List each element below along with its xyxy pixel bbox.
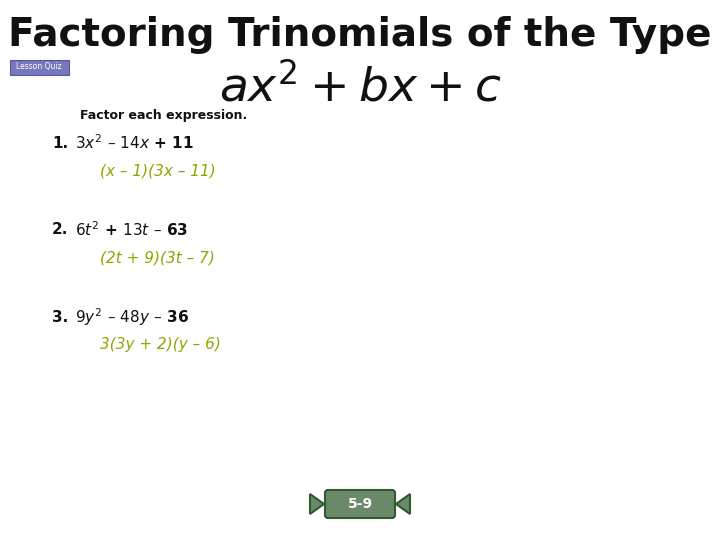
Text: 2.: 2. xyxy=(52,222,68,238)
FancyBboxPatch shape xyxy=(9,59,68,75)
Text: Factor each expression.: Factor each expression. xyxy=(80,109,247,122)
Text: 1.: 1. xyxy=(52,136,68,151)
Polygon shape xyxy=(310,494,324,514)
Text: $6t^{2}$ + $13t$ – 63: $6t^{2}$ + $13t$ – 63 xyxy=(75,221,188,239)
Text: 3(3y + 2)(y – 6): 3(3y + 2)(y – 6) xyxy=(100,338,221,353)
Text: (2t + 9)(3t – 7): (2t + 9)(3t – 7) xyxy=(100,251,215,266)
Polygon shape xyxy=(396,494,410,514)
Text: $\mathit{ax}^{2}+\mathit{bx}+\mathit{c}$: $\mathit{ax}^{2}+\mathit{bx}+\mathit{c}$ xyxy=(219,64,501,111)
FancyBboxPatch shape xyxy=(325,490,395,518)
Text: 5-9: 5-9 xyxy=(348,497,372,511)
Text: Factoring Trinomials of the Type: Factoring Trinomials of the Type xyxy=(8,16,712,54)
Text: $9y^{2}$ – $48y$ – 36: $9y^{2}$ – $48y$ – 36 xyxy=(75,306,189,328)
Text: Lesson Quiz: Lesson Quiz xyxy=(16,63,62,71)
Text: 3.: 3. xyxy=(52,309,68,325)
Text: $3x^{2}$ – $14x$ + 11: $3x^{2}$ – $14x$ + 11 xyxy=(75,133,194,152)
Text: (x – 1)(3x – 11): (x – 1)(3x – 11) xyxy=(100,164,216,179)
